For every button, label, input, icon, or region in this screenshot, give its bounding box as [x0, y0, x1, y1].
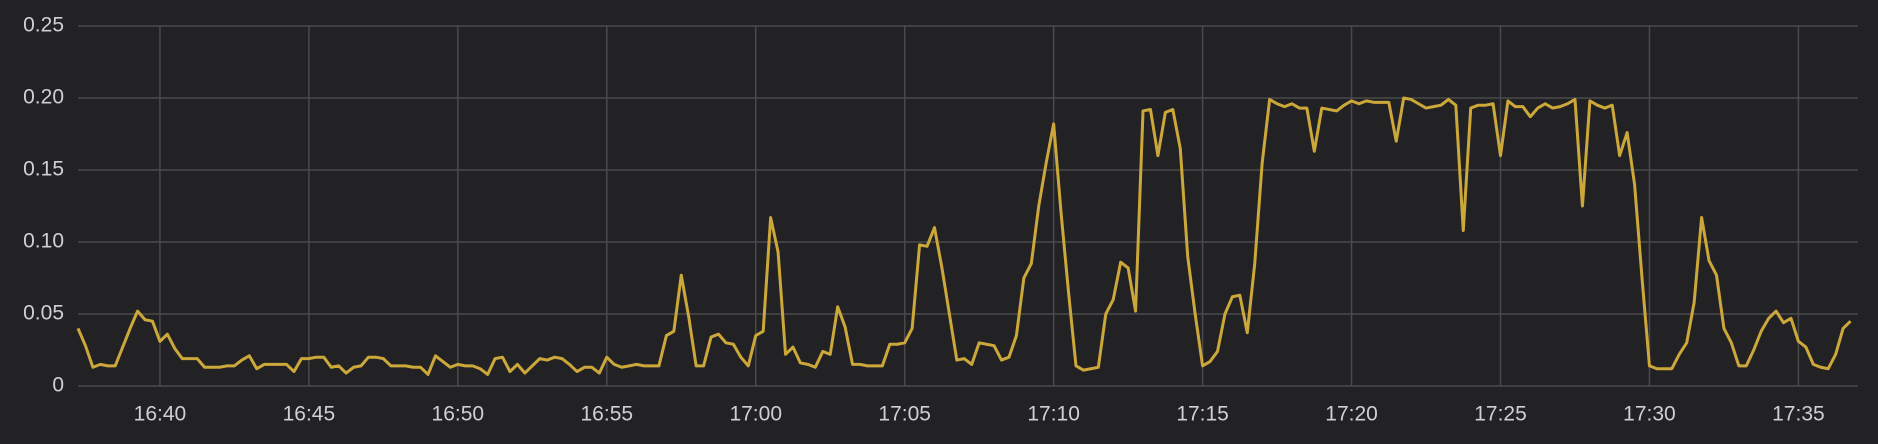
x-tick-label: 17:10 [1027, 403, 1080, 426]
x-tick-label: 16:40 [134, 403, 187, 426]
x-tick-label: 16:55 [581, 403, 634, 426]
y-tick-label: 0.05 [23, 302, 64, 325]
x-tick-label: 17:05 [878, 403, 931, 426]
x-tick-label: 17:15 [1176, 403, 1229, 426]
y-tick-label: 0.15 [23, 158, 64, 181]
y-tick-label: 0.25 [23, 14, 64, 37]
x-tick-label: 17:20 [1325, 403, 1378, 426]
x-tick-label: 17:30 [1623, 403, 1676, 426]
x-tick-label: 17:00 [729, 403, 782, 426]
x-tick-label: 16:45 [283, 403, 336, 426]
x-tick-label: 17:25 [1474, 403, 1527, 426]
data-line [76, 96, 1852, 376]
y-tick-label: 0.20 [23, 86, 64, 109]
x-tick-label: 17:35 [1772, 403, 1825, 426]
y-tick-label: 0.10 [23, 230, 64, 253]
x-tick-label: 16:50 [432, 403, 485, 426]
y-tick-label: 0 [52, 374, 64, 397]
